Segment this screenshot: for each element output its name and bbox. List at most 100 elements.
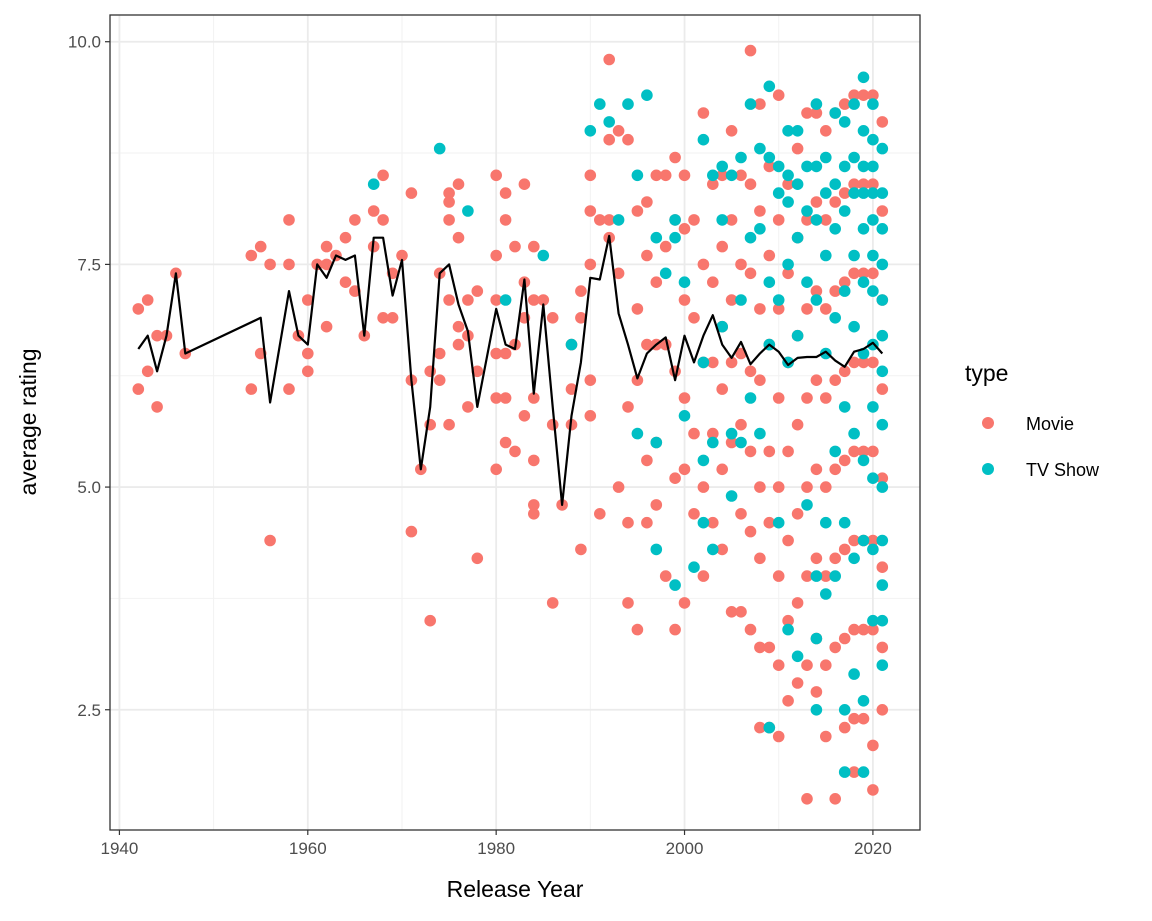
movie-point bbox=[462, 401, 474, 413]
tv-show-point bbox=[678, 276, 691, 289]
movie-point bbox=[754, 98, 766, 110]
movie-point bbox=[499, 436, 512, 449]
tv-show-point bbox=[782, 169, 794, 182]
tv-show-point bbox=[848, 427, 860, 440]
movie-point bbox=[283, 383, 295, 395]
movie-point bbox=[857, 356, 870, 369]
movie-point bbox=[848, 178, 860, 190]
tv-show-point bbox=[829, 312, 841, 324]
tv-show-point bbox=[810, 98, 823, 110]
tv-show-point bbox=[801, 499, 813, 511]
movie-point bbox=[744, 525, 757, 538]
movie-point bbox=[697, 107, 710, 119]
tv-show-point bbox=[867, 614, 879, 627]
movie-point bbox=[829, 463, 841, 476]
tv-show-point bbox=[867, 214, 879, 226]
movie-point bbox=[725, 606, 738, 618]
movie-point bbox=[876, 116, 889, 128]
movie-point bbox=[641, 454, 653, 467]
tv-show-point bbox=[876, 659, 889, 671]
movie-point bbox=[782, 178, 794, 190]
x-tick-label: 1980 bbox=[477, 839, 515, 858]
movie-point bbox=[754, 641, 766, 654]
tv-show-point bbox=[867, 133, 879, 146]
movie-point bbox=[688, 214, 700, 226]
movie-point bbox=[603, 133, 615, 146]
y-tick-label: 7.5 bbox=[77, 255, 101, 274]
tv-show-point bbox=[772, 294, 785, 306]
movie-point bbox=[622, 133, 634, 146]
movie-point bbox=[801, 659, 813, 671]
movie-point bbox=[867, 267, 879, 280]
tv-show-point bbox=[848, 187, 860, 199]
movie-point bbox=[433, 347, 446, 360]
movie-point bbox=[594, 214, 606, 226]
movie-point bbox=[744, 623, 757, 636]
tv-show-point bbox=[857, 695, 870, 707]
legend-label-tv-show: TV Show bbox=[1026, 460, 1100, 480]
movie-point bbox=[264, 534, 276, 547]
tv-show-point bbox=[810, 294, 823, 306]
tv-show-point bbox=[650, 231, 663, 244]
movie-point bbox=[857, 445, 870, 458]
movie-point bbox=[132, 303, 145, 315]
movie-point bbox=[669, 623, 681, 636]
y-tick-label: 10.0 bbox=[68, 33, 101, 52]
tv-show-point bbox=[735, 436, 747, 449]
movie-point bbox=[254, 240, 267, 253]
movie-point bbox=[707, 516, 719, 529]
tv-show-point bbox=[810, 570, 823, 582]
tv-show-point bbox=[772, 516, 785, 529]
movie-point bbox=[302, 294, 314, 306]
movie-point bbox=[603, 53, 615, 66]
tv-show-point bbox=[867, 249, 879, 262]
movie-point bbox=[443, 418, 455, 431]
tv-show-point bbox=[876, 258, 889, 271]
movie-point bbox=[857, 623, 870, 636]
movie-point bbox=[791, 597, 804, 609]
tv-show-point bbox=[782, 196, 794, 208]
movie-point bbox=[791, 142, 804, 155]
movie-point bbox=[791, 418, 804, 431]
movie-point bbox=[829, 374, 841, 387]
tv-show-point bbox=[857, 71, 870, 84]
movie-point bbox=[518, 178, 531, 190]
tv-show-point bbox=[650, 436, 663, 449]
movie-point bbox=[867, 784, 879, 796]
movie-point bbox=[829, 641, 841, 654]
movie-point bbox=[772, 570, 785, 582]
tv-show-point bbox=[791, 650, 804, 663]
movie-point bbox=[716, 463, 728, 476]
movie-point bbox=[754, 481, 766, 493]
movie-point bbox=[725, 436, 738, 449]
trend-line bbox=[137, 234, 884, 506]
movie-point bbox=[584, 169, 597, 182]
movie-point bbox=[678, 294, 691, 306]
movie-point bbox=[688, 508, 700, 520]
movie-point bbox=[716, 169, 728, 182]
tv-show-point bbox=[857, 766, 870, 778]
tv-show-point bbox=[810, 632, 823, 645]
movie-point bbox=[151, 401, 163, 413]
tv-show-point bbox=[801, 160, 813, 173]
tv-show-point bbox=[612, 214, 625, 226]
tv-show-point bbox=[659, 267, 672, 280]
tv-show-point bbox=[725, 490, 738, 502]
movie-point bbox=[424, 365, 437, 378]
movie-point bbox=[707, 178, 719, 190]
tv-show-point bbox=[820, 347, 832, 360]
movie-point bbox=[659, 570, 672, 582]
tv-show-point bbox=[791, 329, 804, 342]
minor-gridlines bbox=[110, 15, 920, 830]
tv-show-point bbox=[763, 151, 776, 164]
movie-point bbox=[443, 214, 455, 226]
tv-show-point bbox=[744, 231, 757, 244]
movie-point bbox=[377, 214, 389, 226]
tv-show-point bbox=[791, 178, 804, 190]
tv-show-point bbox=[782, 125, 794, 137]
movie-point bbox=[838, 98, 851, 110]
legend-label-movie: Movie bbox=[1026, 414, 1074, 434]
movie-point bbox=[810, 463, 823, 476]
movie-point bbox=[631, 374, 644, 387]
